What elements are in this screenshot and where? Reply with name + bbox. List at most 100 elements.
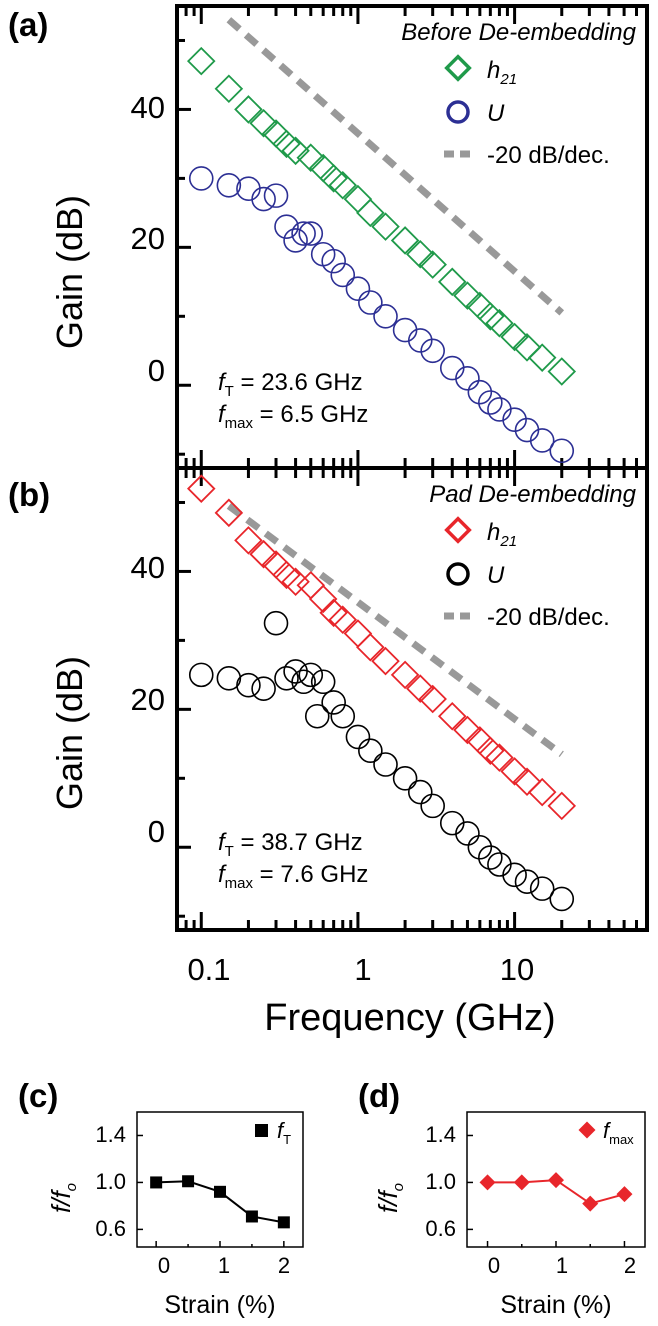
x-axis-title: Frequency (GHz) [264, 997, 555, 1039]
legend-u-label: U [487, 562, 505, 589]
panel-a-legend: h21 U -20 dB/dec. [444, 54, 610, 169]
h21-point [371, 646, 400, 676]
h21-point [512, 767, 542, 797]
panel-b-ft: fT = 38.7 GHz [218, 829, 363, 860]
u-point [502, 862, 527, 888]
u-point [263, 610, 289, 636]
panel-c-plot-area [137, 1134, 290, 1247]
u-point [478, 390, 503, 415]
data-point [582, 1195, 599, 1212]
data-point [150, 1176, 163, 1189]
u-point [251, 676, 276, 701]
panel-a-y-title: Gain (dB) [49, 195, 90, 349]
u-point [373, 752, 398, 777]
u-point [274, 666, 299, 691]
panel-d-xtick-1: 1 [556, 1253, 568, 1278]
panel-c-legend-square-icon [255, 1124, 268, 1137]
panel-d-legend-diamond-icon [578, 1121, 596, 1139]
u-point [188, 166, 214, 191]
panel-b-annotation: Pad De-embedding [429, 481, 636, 508]
h21-point [418, 250, 447, 279]
h21-point [214, 498, 244, 528]
h21-point [406, 674, 435, 703]
h21-point [485, 308, 514, 338]
panel-c: (c) f/fo 1.4 1.0 0.6 fT 0 1 2 Strain (%) [18, 1077, 304, 1319]
u-point [310, 669, 336, 695]
panel-c-label: (c) [18, 1077, 58, 1114]
h21-point [281, 567, 310, 597]
h21-point [437, 267, 467, 297]
u-point [283, 228, 308, 253]
data-point [182, 1175, 195, 1188]
u-point [263, 183, 289, 208]
h21-point [500, 322, 529, 352]
legend-u-circle-icon [446, 562, 470, 586]
h21-point [390, 226, 420, 255]
u-point [502, 407, 527, 433]
panel-c-legend-label: fT [277, 1118, 291, 1147]
h21-point [249, 108, 278, 138]
panel-a-fmax: fmax = 6.5 GHz [218, 401, 368, 432]
panel-c-ytick-1.4: 1.4 [95, 1122, 126, 1147]
data-point [548, 1172, 564, 1189]
u-point [330, 262, 356, 288]
xtick-0.1: 0.1 [187, 952, 230, 987]
u-point [529, 428, 555, 453]
panel-b-fmax: fmax = 7.6 GHz [218, 861, 368, 892]
u-point [373, 303, 398, 329]
panel-d-label: (d) [358, 1077, 400, 1114]
u-point [467, 379, 493, 405]
u-point [251, 186, 276, 212]
legend-slope-label: -20 dB/dec. [487, 142, 610, 169]
h21-point [234, 95, 263, 124]
h21-point [272, 129, 301, 159]
panel-d-frame [466, 1111, 646, 1248]
u-point [216, 666, 242, 691]
panel-d-xtick-2: 2 [624, 1253, 636, 1278]
h21-point [214, 74, 244, 104]
panel-b-ytick-0: 0 [148, 814, 165, 849]
xtick-10: 10 [500, 952, 534, 987]
panel-d-ytick-1.0: 1.0 [425, 1169, 456, 1194]
h21-point [418, 684, 447, 714]
u-point [291, 669, 316, 695]
panel-b-y-title: Gain (dB) [49, 656, 90, 810]
u-point [392, 765, 418, 791]
h21-point [547, 791, 577, 821]
h21-point [453, 281, 482, 310]
u-point [321, 690, 346, 715]
h21-point [371, 212, 400, 241]
panel-c-frame [136, 1111, 304, 1248]
u-point [420, 793, 445, 819]
h21-point [186, 474, 216, 503]
h21-point [527, 777, 557, 807]
panel-d-x-title: Strain (%) [500, 1291, 611, 1319]
h21-point [319, 164, 348, 193]
h21-point [406, 239, 435, 269]
u-point [420, 338, 445, 364]
h21-point [437, 701, 467, 731]
panel-a-label: (a) [8, 6, 48, 43]
panel-d-ytick-0.6: 0.6 [425, 1216, 456, 1241]
u-point [467, 834, 493, 860]
data-point [513, 1174, 530, 1191]
h21-point [319, 598, 348, 628]
legend-h21-diamond-icon [444, 516, 472, 544]
u-point [345, 276, 371, 302]
panel-b-ytick-40: 40 [131, 550, 165, 585]
h21-point [476, 736, 505, 765]
h21-point [186, 46, 216, 76]
u-point [291, 221, 316, 246]
panel-c-xtick-2: 2 [278, 1253, 290, 1278]
h21-point [308, 584, 338, 614]
panel-c-y-title: f/fo [46, 1183, 80, 1213]
panel-c-ytick-0.6: 0.6 [95, 1216, 126, 1241]
panel-d: (d) f/fo 1.4 1.0 0.6 fmax 0 1 2 Strain (… [358, 1077, 646, 1319]
panel-d-legend-label: fmax [603, 1118, 634, 1147]
u-point [455, 821, 480, 846]
u-point [407, 779, 433, 805]
panel-a-frame [175, 4, 649, 470]
panel-d-y-title: f/fo [373, 1183, 407, 1213]
h21-point [547, 357, 577, 386]
